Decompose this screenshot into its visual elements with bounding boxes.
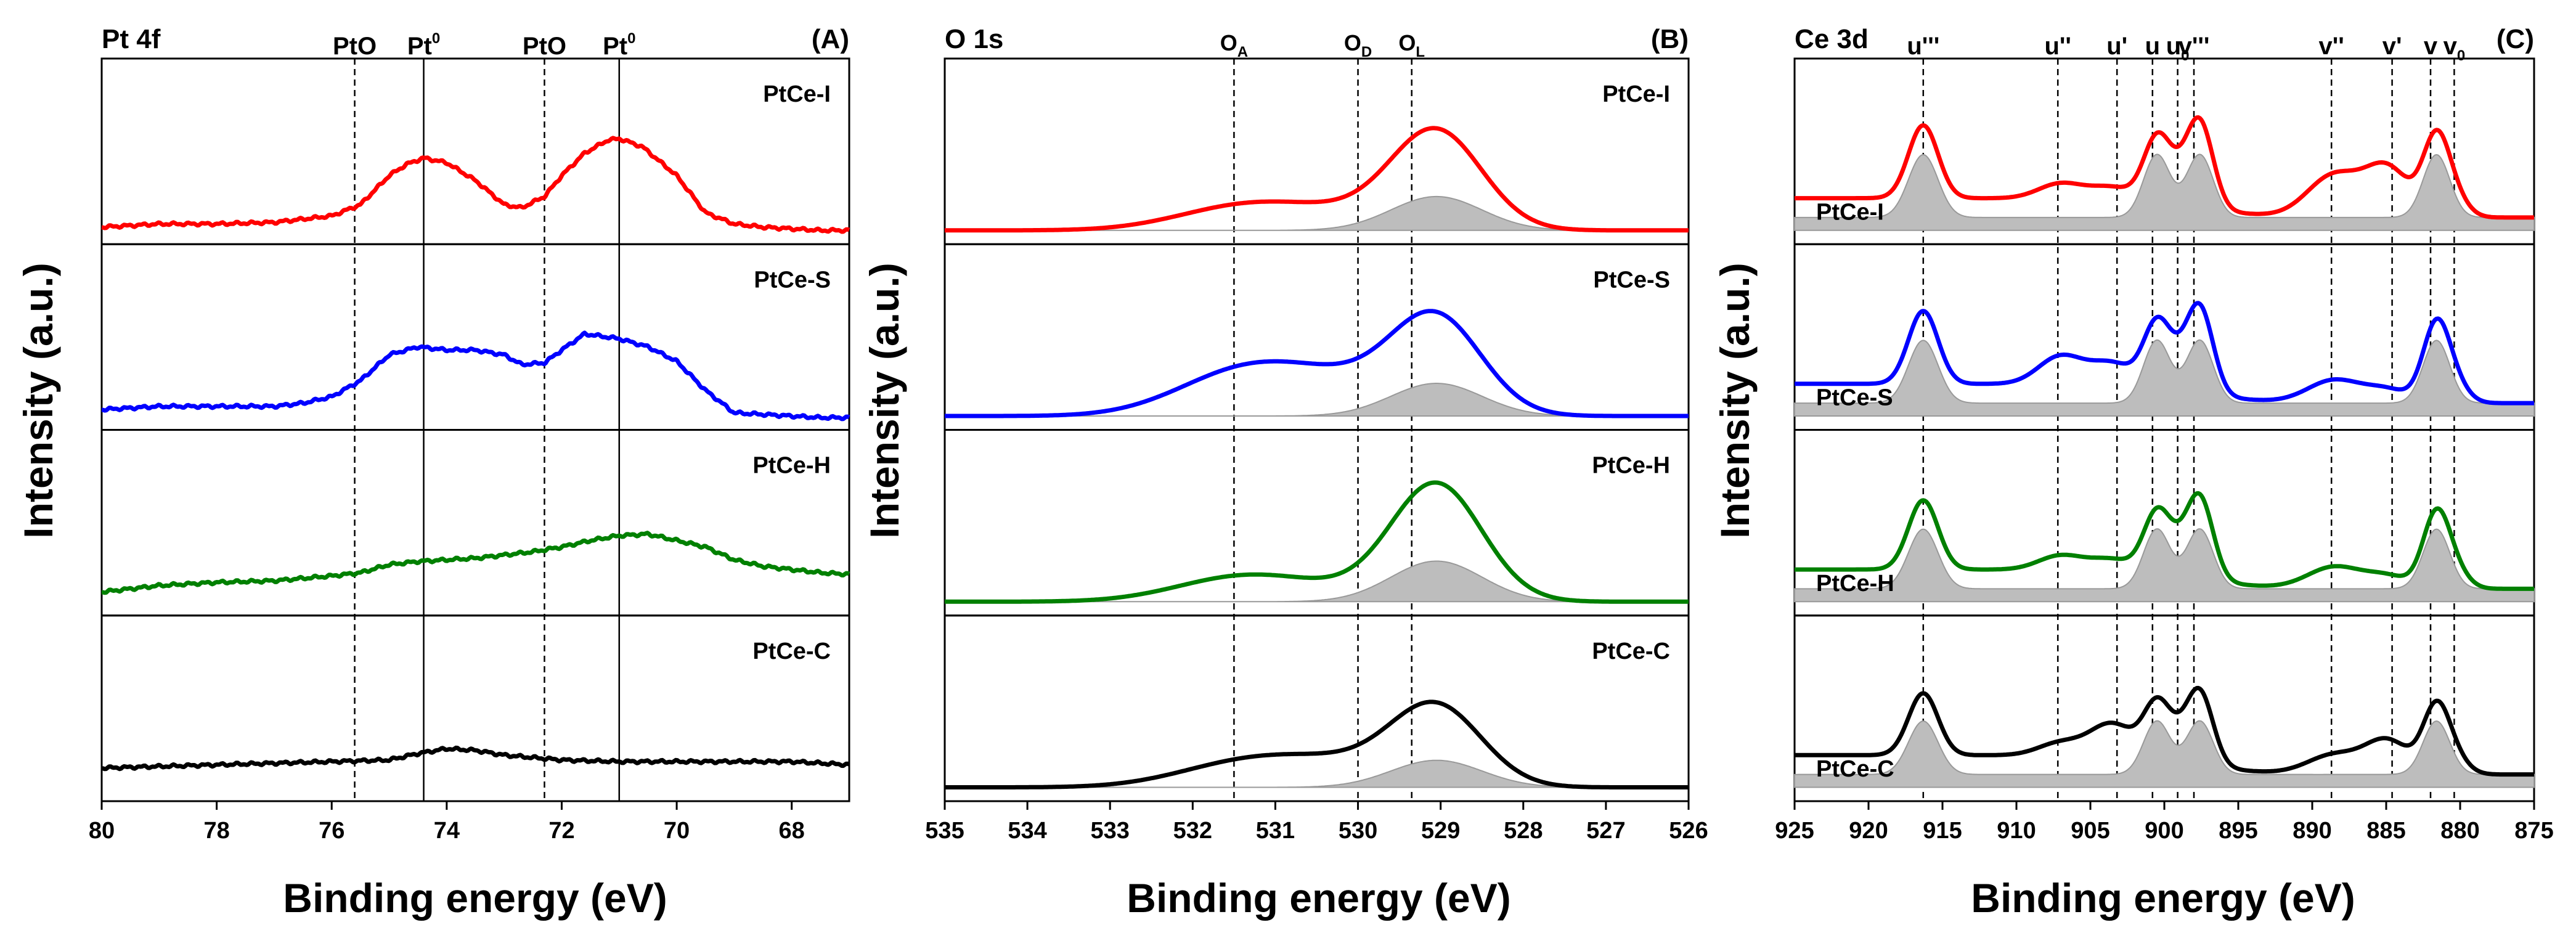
subpanel-frame: [100, 243, 850, 431]
x-tick-label: 915: [1923, 818, 1962, 844]
x-tick-label: 531: [1256, 818, 1295, 844]
x-tick-label: 80: [89, 818, 115, 844]
subpanel-frame: [100, 429, 850, 617]
peak-label: PtO: [333, 33, 377, 60]
panel-b-xlabel: Binding energy (eV): [1127, 875, 1510, 921]
panel-c-ce-3d: Ce 3d (C) Intensity (a.u.) Binding energ…: [1712, 24, 2554, 921]
fit-component-area: [945, 759, 1689, 788]
x-tick-label: 76: [319, 818, 344, 844]
x-tick-label: 895: [2219, 818, 2257, 844]
fit-component-area: [945, 560, 1689, 603]
fit-component-area: [945, 383, 1689, 417]
panel-a-label: (A): [812, 24, 849, 54]
panel-a-ylabel: Intensity (a.u.): [15, 263, 61, 538]
spectrum-line-ptce-c: [1793, 685, 2535, 777]
peak-label: v': [2382, 33, 2402, 60]
spectrum-line-ptce-s: [1793, 301, 2535, 406]
sample-label: PtCe-S: [1816, 385, 1893, 411]
panel-a-title: Pt 4f: [102, 24, 161, 54]
subpanel-frame: [944, 57, 1690, 245]
panel-b-ylabel: Intensity (a.u.): [862, 263, 907, 538]
sample-label: PtCe-C: [752, 638, 831, 664]
x-tick-label: 74: [434, 818, 460, 844]
spectrum-line-ptce-s: [100, 330, 850, 422]
panel-b-o-1s: O 1s (B) Intensity (a.u.) Binding energy…: [862, 24, 1708, 921]
peak-label: OL: [1398, 30, 1425, 60]
sample-label: PtCe-I: [763, 81, 831, 107]
peak-label: v''': [2179, 33, 2210, 60]
x-tick-label: 68: [779, 818, 805, 844]
peak-label: PtO: [523, 33, 566, 60]
x-tick-label: 530: [1339, 818, 1377, 844]
x-tick-label: 527: [1586, 818, 1625, 844]
peak-label: u'': [2044, 33, 2071, 60]
peak-label: OA: [1220, 30, 1248, 60]
spectrum-line-ptce-h: [1793, 491, 2535, 591]
fit-component-area: [1794, 339, 2535, 417]
subpanel-frame: [100, 57, 850, 245]
peak-label: u: [2145, 33, 2160, 60]
peak-label: Pt0: [603, 30, 635, 60]
sample-label: PtCe-H: [752, 453, 831, 479]
sample-label: PtCe-I: [1602, 81, 1670, 107]
x-tick-label: 880: [2440, 818, 2479, 844]
x-tick-label: 535: [925, 818, 964, 844]
panel-c-title: Ce 3d: [1795, 24, 1869, 54]
subpanel-frame: [100, 614, 850, 802]
x-tick-label: 875: [2514, 818, 2553, 844]
x-tick-label: 72: [548, 818, 574, 844]
panel-c-xlabel: Binding energy (eV): [1971, 875, 2355, 921]
x-tick-label: 529: [1421, 818, 1460, 844]
peak-label: v'': [2319, 33, 2344, 60]
fit-component-area: [1794, 528, 2535, 603]
spectrum-line-ptce-i: [1793, 115, 2535, 220]
peak-label: v: [2424, 33, 2438, 60]
sample-label: PtCe-C: [1592, 638, 1670, 664]
spectrum-line-ptce-h: [944, 480, 1690, 604]
x-tick-label: 905: [2071, 818, 2109, 844]
subpanel-frame: [944, 429, 1690, 617]
x-tick-label: 890: [2293, 818, 2331, 844]
panel-b-title: O 1s: [945, 24, 1003, 54]
panel-a-pt-4f: Pt 4f (A) Intensity (a.u.) Binding energ…: [15, 24, 850, 921]
x-tick-label: 528: [1504, 818, 1543, 844]
subpanel-frame: [944, 243, 1690, 431]
x-tick-label: 533: [1091, 818, 1130, 844]
panel-c-ylabel: Intensity (a.u.): [1712, 263, 1758, 538]
x-tick-label: 910: [1997, 818, 2036, 844]
x-tick-label: 920: [1849, 818, 1888, 844]
fit-component-area: [1794, 153, 2535, 231]
sample-label: PtCe-C: [1816, 756, 1894, 782]
sample-label: PtCe-H: [1816, 571, 1894, 597]
panel-a-xlabel: Binding energy (eV): [283, 875, 667, 921]
sample-label: PtCe-S: [754, 267, 831, 293]
peak-label: u''': [1907, 33, 1939, 60]
subpanel-frame: [944, 614, 1690, 802]
spectrum-line-ptce-i: [944, 126, 1690, 233]
peak-label: u': [2106, 33, 2127, 60]
x-tick-label: 78: [203, 818, 229, 844]
spectrum-line-ptce-c: [100, 745, 850, 772]
x-tick-label: 925: [1775, 818, 1814, 844]
x-tick-label: 885: [2366, 818, 2405, 844]
peak-label: v0: [2444, 33, 2466, 64]
panel-c-label: (C): [2497, 24, 2534, 54]
fit-component-area: [1794, 720, 2535, 788]
x-tick-label: 900: [2145, 818, 2183, 844]
x-tick-label: 526: [1669, 818, 1708, 844]
sample-label: PtCe-S: [1593, 267, 1670, 293]
x-tick-label: 70: [664, 818, 690, 844]
x-tick-label: 532: [1173, 818, 1212, 844]
sample-label: PtCe-H: [1592, 453, 1670, 479]
x-tick-label: 534: [1008, 818, 1046, 844]
spectrum-line-ptce-h: [100, 531, 850, 595]
peak-label: OD: [1344, 30, 1372, 60]
spectrum-line-ptce-i: [100, 136, 850, 234]
peak-label: Pt0: [407, 30, 440, 60]
spectrum-line-ptce-s: [944, 309, 1690, 418]
panel-b-label: (B): [1651, 24, 1689, 54]
sample-label: PtCe-I: [1816, 199, 1884, 225]
spectrum-line-ptce-c: [944, 699, 1690, 789]
